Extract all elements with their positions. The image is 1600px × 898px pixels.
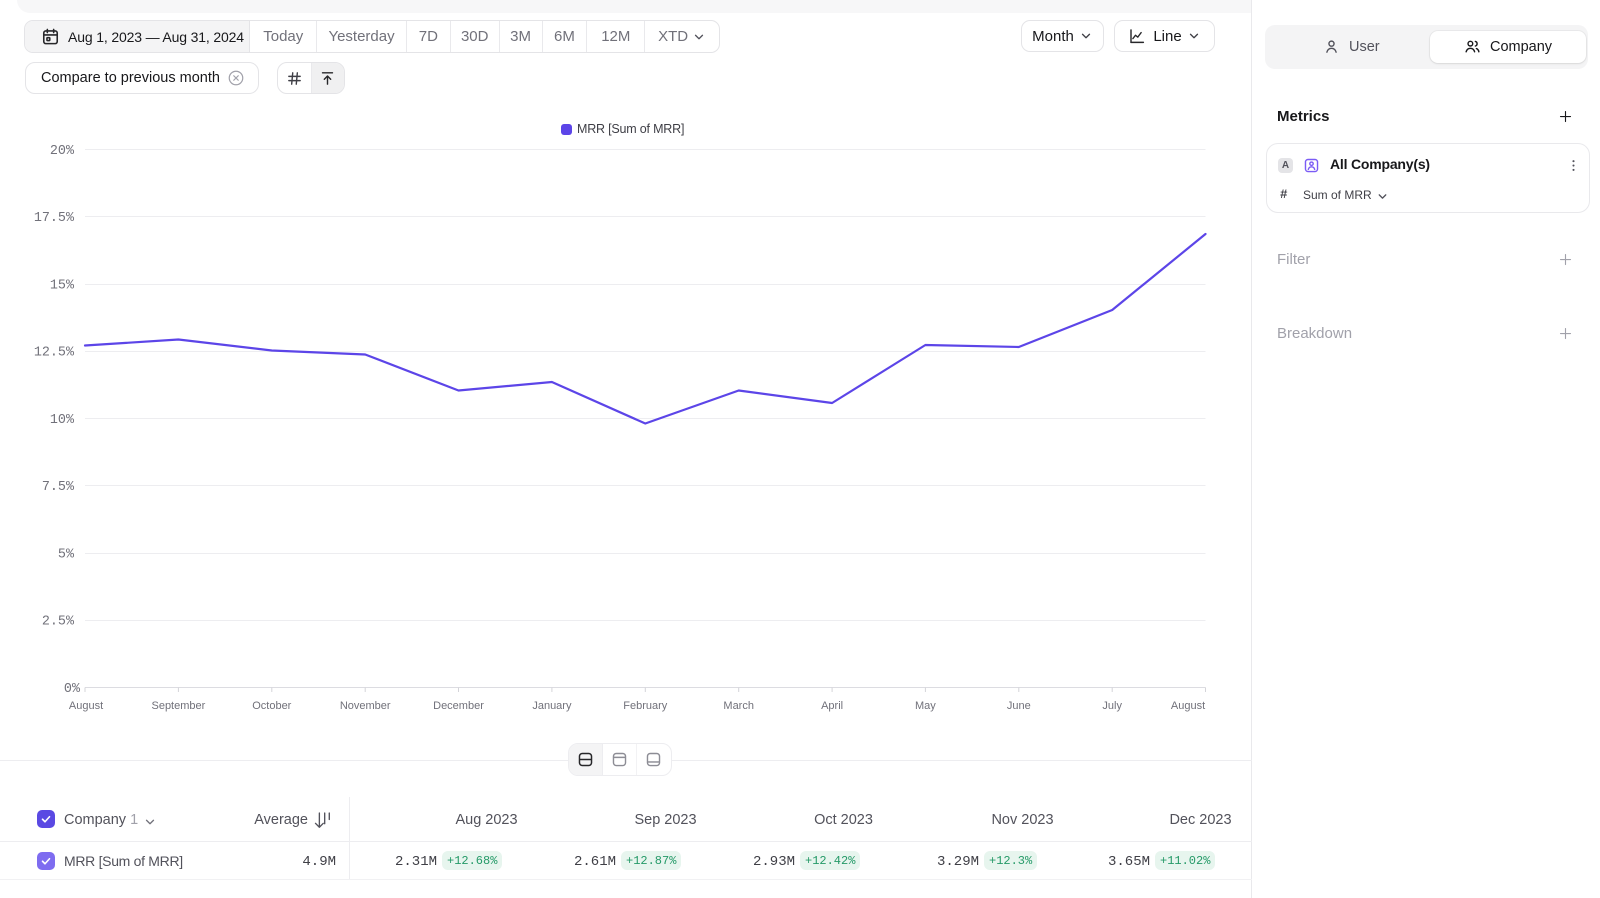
svg-text:January: January — [532, 700, 572, 712]
svg-text:7.5%: 7.5% — [42, 480, 75, 495]
svg-text:August: August — [69, 700, 103, 712]
svg-text:April: April — [821, 700, 843, 712]
svg-text:May: May — [915, 700, 936, 712]
svg-text:5%: 5% — [58, 548, 75, 563]
svg-text:July: July — [1102, 700, 1122, 712]
svg-text:0%: 0% — [64, 682, 81, 697]
svg-text:September: September — [151, 700, 205, 712]
svg-text:17.5%: 17.5% — [34, 211, 75, 226]
svg-text:October: October — [252, 700, 291, 712]
svg-text:June: June — [1007, 700, 1031, 712]
svg-text:12.5%: 12.5% — [34, 346, 75, 361]
svg-text:20%: 20% — [50, 144, 75, 159]
svg-text:December: December — [433, 700, 484, 712]
svg-text:February: February — [623, 700, 668, 712]
svg-text:15%: 15% — [50, 279, 75, 294]
svg-text:March: March — [723, 700, 754, 712]
svg-text:August: August — [1171, 700, 1205, 712]
svg-text:2.5%: 2.5% — [42, 615, 75, 630]
svg-text:10%: 10% — [50, 413, 75, 428]
svg-text:November: November — [340, 700, 391, 712]
